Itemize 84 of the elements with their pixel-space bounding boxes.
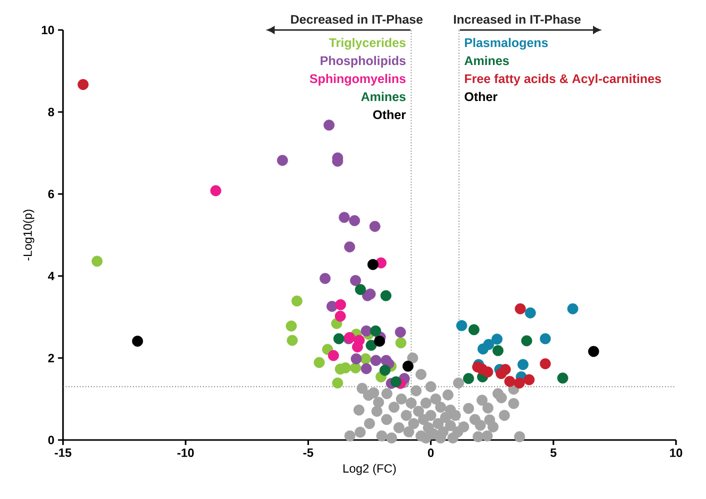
point: [402, 360, 414, 372]
point: [468, 324, 480, 336]
text: Sphingomyelins: [310, 74, 406, 86]
point: [335, 299, 346, 310]
point: [370, 354, 382, 366]
x-tick-label: -5: [303, 448, 314, 457]
point: [210, 185, 222, 196]
point: [324, 120, 335, 131]
point: [334, 310, 346, 322]
text: Decreased in IT-Phase: [291, 14, 423, 24]
point: [338, 212, 350, 223]
point: [370, 325, 382, 336]
text: Amines: [361, 92, 406, 102]
point: [349, 215, 360, 226]
point: [476, 364, 488, 375]
x-tick-label: 0: [428, 448, 434, 458]
x-axis-title: Log2 (FC): [343, 464, 396, 476]
text: Free fatty acids & Acyl-carnitines: [465, 74, 661, 86]
point: [518, 359, 528, 370]
text: Increased in IT-Phase: [454, 14, 581, 24]
point: [328, 350, 339, 362]
x-tick-label: -15: [54, 448, 72, 457]
y-tick-label: 2: [48, 354, 54, 362]
point: [352, 341, 363, 352]
point: [276, 154, 288, 166]
point: [492, 334, 503, 345]
point: [344, 241, 356, 252]
x-tick-label: 5: [550, 448, 556, 457]
point: [514, 378, 525, 389]
point: [286, 320, 297, 332]
text: Amines: [464, 56, 509, 66]
point: [379, 364, 390, 376]
text: Triglycerides: [329, 38, 406, 50]
point: [286, 334, 298, 346]
point: [350, 353, 362, 364]
text: Phospholipids: [320, 56, 406, 68]
point: [514, 303, 526, 314]
x-tick-label: -10: [177, 448, 194, 458]
point: [557, 372, 568, 384]
point: [390, 376, 402, 388]
point: [291, 296, 302, 307]
text: Other: [373, 110, 406, 120]
y-tick-label: 0: [48, 436, 54, 444]
point: [354, 284, 366, 296]
point: [478, 343, 489, 354]
point: [394, 326, 406, 338]
point: [78, 79, 89, 90]
point: [350, 275, 362, 286]
point: [314, 357, 325, 368]
point: [360, 363, 372, 374]
point: [504, 376, 516, 387]
point: [332, 378, 344, 389]
y-tick-label: 10: [42, 26, 54, 34]
point: [540, 358, 551, 370]
point: [367, 259, 378, 270]
point: [92, 256, 103, 267]
point: [524, 374, 535, 386]
point: [380, 290, 392, 302]
text: Plasmalogens: [465, 38, 548, 50]
point: [369, 220, 380, 232]
y-tick-label: 6: [48, 190, 54, 198]
point: [588, 346, 600, 357]
x-tick-label: 10: [670, 448, 682, 458]
point: [492, 345, 504, 356]
point: [567, 303, 578, 314]
point: [524, 307, 536, 318]
text: Other: [464, 92, 498, 102]
point: [374, 336, 386, 347]
point: [360, 325, 372, 336]
y-axis-title: -Log10(p): [23, 210, 34, 260]
point: [463, 373, 474, 384]
point: [350, 362, 362, 374]
point: [496, 368, 507, 380]
point: [364, 288, 376, 300]
point: [395, 337, 406, 348]
point: [333, 333, 344, 344]
y-tick-label: 8: [48, 108, 54, 116]
point: [366, 340, 377, 351]
point: [456, 320, 468, 332]
point: [132, 336, 144, 347]
point: [320, 272, 331, 284]
y-tick-label: 4: [48, 272, 54, 280]
point: [521, 335, 532, 346]
point: [540, 333, 551, 344]
